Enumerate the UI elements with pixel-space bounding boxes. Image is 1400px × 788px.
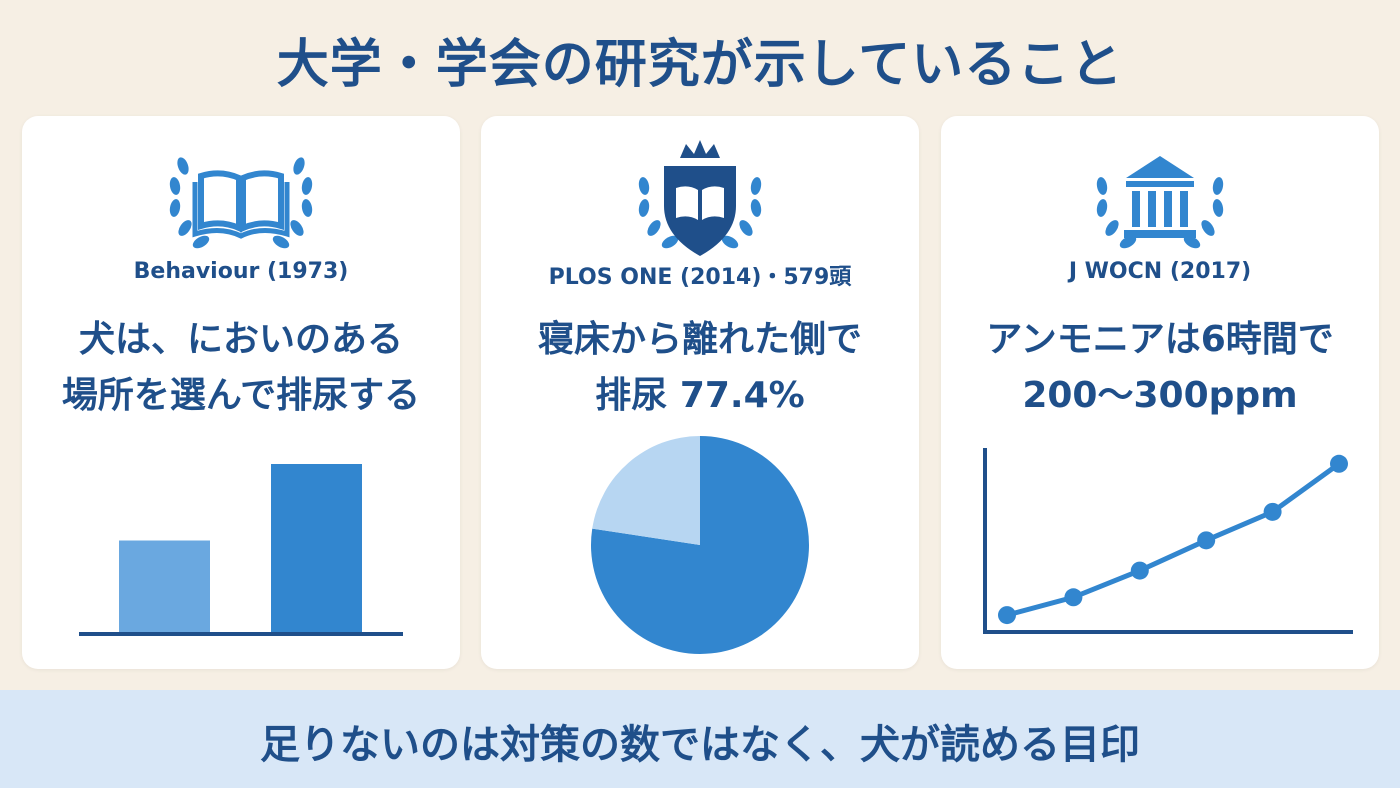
axes [983, 448, 1353, 634]
study-card-jwocn: J WOCN (2017) アンモニアは6時間で 200〜300ppm [941, 116, 1379, 669]
bar [271, 464, 362, 634]
study-headline: 犬は、においのある 場所を選んで排尿する [22, 312, 460, 424]
study-headline: アンモニアは6時間で 200〜300ppm [941, 312, 1379, 424]
series-line [1006, 461, 1341, 618]
pie-slice [592, 436, 700, 545]
crest-book-crown-icon [638, 140, 762, 256]
page-title: 大学・学会の研究が示していること [276, 35, 1124, 95]
headline-line: 排尿 77.4% [595, 375, 805, 416]
data-point [1330, 454, 1348, 473]
data-point [1263, 502, 1282, 521]
study-card-behaviour: Behaviour (1973) 犬は、においのある 場所を選んで排尿する [22, 116, 460, 669]
headline-line: 犬は、においのある [78, 319, 403, 360]
data-point [998, 606, 1016, 625]
study-source: PLOS ONE (2014)・579頭 [548, 265, 852, 290]
study-headline: 寝床から離れた側で 排尿 77.4% [481, 312, 919, 424]
headline-line: 寝床から離れた側で [537, 319, 862, 360]
data-point [1064, 588, 1083, 607]
bar [119, 540, 210, 634]
headline-line: 場所を選んで排尿する [61, 375, 421, 416]
study-source: Behaviour (1973) [133, 259, 349, 284]
bar-chart [79, 464, 403, 636]
study-card-plos-one: PLOS ONE (2014)・579頭 寝床から離れた側で 排尿 77.4% [481, 116, 919, 669]
headline-line: アンモニアは6時間で [986, 319, 1334, 360]
data-point [1197, 531, 1216, 550]
open-book-laurel-icon [169, 157, 313, 249]
pie-chart [591, 436, 809, 654]
line-chart [983, 448, 1353, 634]
data-point [1130, 561, 1149, 580]
headline-line: 200〜300ppm [1022, 375, 1298, 416]
study-source: J WOCN (2017) [1068, 259, 1252, 284]
institution-building-laurel-icon [1096, 156, 1224, 249]
footer-message: 足りないのは対策の数ではなく、犬が読める目印 [260, 722, 1140, 768]
footer-banner: 足りないのは対策の数ではなく、犬が読める目印 [0, 690, 1400, 788]
